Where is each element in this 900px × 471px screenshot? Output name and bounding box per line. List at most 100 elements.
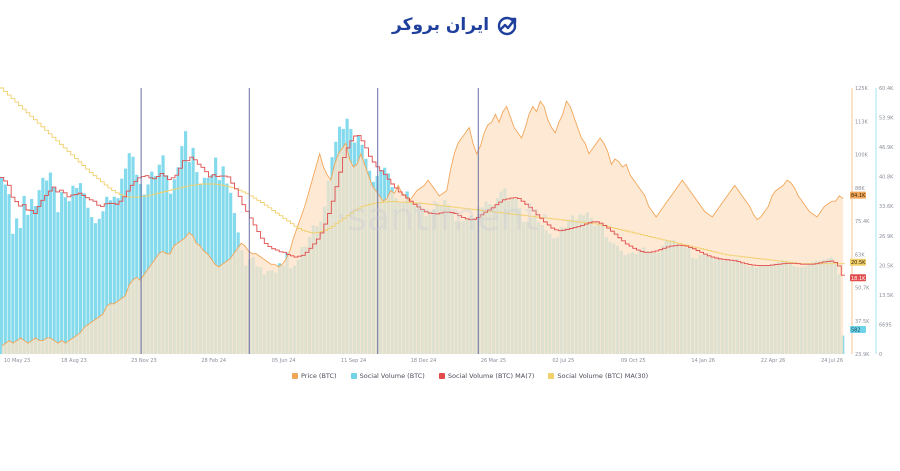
social-volume-bar (82, 193, 86, 354)
price-tick-label: 23.9K (855, 352, 870, 358)
x-tick-label: 23 Nov 23 (131, 358, 157, 364)
social-volume-bar (41, 177, 45, 354)
social-volume-bar (26, 214, 30, 354)
x-tick-label: 05 Jun 24 (272, 358, 296, 364)
volume-tick-label: 46.9K (879, 145, 894, 151)
social-volume-bar (15, 218, 19, 354)
social-volume-bar (116, 198, 120, 354)
social-volume-bar (214, 157, 218, 354)
social-volume-bar (131, 156, 135, 354)
social-volume-bar (67, 201, 71, 354)
social-volume-badge-text: 582 (851, 328, 861, 334)
social-volume-badge-bg (850, 326, 866, 333)
brand-logo: ایران بروکر (392, 10, 521, 40)
social-volume-bar (0, 177, 4, 354)
legend-item-price[interactable]: Price (BTC) (292, 372, 337, 380)
price-tick-label: 75.4K (855, 219, 870, 225)
volume-ma7-line (0, 135, 845, 276)
legend-label-price: Price (BTC) (301, 372, 337, 380)
social-volume-bar (3, 184, 7, 354)
volume-tick-label: 40.8K (879, 175, 894, 181)
social-volume-bar (105, 196, 109, 354)
chart-area: ·santiment· 10 May 23 18 Aug 23 23 Nov 23 2… (0, 86, 894, 364)
price-badge-text: 84.1K (851, 193, 866, 199)
price-area-fill (1, 101, 844, 354)
ma7-badge-text: 18.1K (851, 276, 866, 282)
social-volume-bar (7, 194, 11, 354)
volume-tick-label: 53.9K (879, 116, 894, 122)
x-tick-label: 11 Sep 24 (341, 358, 366, 364)
social-volume-bar (78, 183, 83, 354)
price-tick-label: 113K (855, 119, 869, 125)
x-tick-label: 10 May 23 (4, 358, 30, 364)
social-volume-bar (93, 223, 98, 354)
social-volume-bar (52, 187, 56, 354)
legend-item-ma30[interactable]: Social Volume (BTC) MA(30) (548, 372, 648, 380)
social-volume-bar (112, 196, 116, 354)
social-volume-bar (138, 184, 143, 354)
x-axis-ticks: 10 May 23 18 Aug 23 23 Nov 23 28 Feb 24 05 J… (4, 358, 843, 364)
ma30-badge-text: 20.5K (851, 260, 866, 266)
watermark-text: ·santiment· (335, 195, 551, 239)
price-tick-label: 63K (855, 252, 865, 258)
volume-tick-label: 33.6K (879, 204, 894, 210)
social-volume-bar (63, 197, 67, 354)
social-volume-bar (150, 171, 154, 354)
social-volume-bar (97, 218, 101, 354)
x-tick-label: 18 Aug 23 (61, 358, 87, 364)
social-volume-bar (60, 191, 64, 354)
social-volume-bar (221, 166, 225, 354)
social-volume-bar (101, 211, 105, 354)
x-tick-label: 22 Apr 26 (761, 358, 786, 364)
volume-ma7-path (0, 135, 845, 276)
legend-swatch-social-volume (350, 373, 357, 379)
chart-legend: Price (BTC) Social Volume (BTC) Social V… (292, 372, 648, 380)
x-tick-label: 14 Jan 26 (691, 358, 715, 364)
social-volume-bar (135, 174, 139, 354)
legend-label-ma7: Social Volume (BTC) MA(7) (447, 372, 535, 380)
x-tick-label: 09 Oct 25 (621, 358, 646, 364)
price-tick-label: 37.5K (855, 319, 870, 325)
social-volume-bar (11, 233, 15, 354)
social-volume-bar (86, 207, 90, 354)
social-volume-bar (56, 212, 60, 354)
legend-item-social-volume[interactable]: Social Volume (BTC) (350, 372, 425, 380)
x-tick-label: 24 Jul 26 (821, 358, 843, 364)
legend-swatch-price (292, 373, 298, 379)
social-volume-bar (127, 153, 131, 354)
social-volume-bar (120, 178, 124, 354)
legend-label-social-volume: Social Volume (BTC) (359, 372, 425, 380)
legend-label-ma30: Social Volume (BTC) MA(30) (557, 372, 649, 380)
social-volume-bar (33, 206, 37, 354)
social-volume-bar (108, 200, 113, 354)
ma7-badge-bg (850, 274, 866, 282)
x-tick-label: 18 Dec 24 (411, 358, 437, 364)
social-volume-bar (37, 190, 41, 354)
brand-logo-text: ایران بروکر (392, 15, 490, 35)
trend-arrow-icon (497, 16, 517, 36)
price-area (1, 100, 844, 354)
social-volume-bar (30, 198, 34, 354)
current-value-badges: 84.1K 20.5K 18.1K 582 (850, 191, 866, 334)
volume-tick-label: 0 (879, 352, 882, 358)
social-volume-bar (45, 180, 49, 354)
x-tick-label: 02 Jul 25 (552, 358, 574, 364)
volume-tick-label: 20.5K (879, 263, 894, 269)
x-tick-label: 26 Mar 25 (481, 358, 506, 364)
social-volume-bar (75, 187, 79, 354)
price-tick-label: 100K (855, 153, 869, 159)
social-volume-bar (22, 195, 26, 354)
event-markers (140, 88, 479, 354)
ma30-badge-bg (850, 258, 866, 266)
price-badge-bg (850, 191, 866, 199)
watermark: ·santiment· (335, 195, 551, 239)
x-tick-label: 28 Feb 24 (201, 358, 226, 364)
y-axis-ticks: 23.9K 37.5K 50.7K 63K 75.4K 88K 100K 113K 125K 0 6… (851, 86, 894, 358)
volume-tick-label: 26.9K (879, 234, 894, 240)
volume-tick-label: 6695 (879, 322, 892, 328)
legend-item-ma7[interactable]: Social Volume (BTC) MA(7) (438, 372, 535, 380)
price-line (1, 100, 844, 347)
price-tick-label: 50.7K (855, 286, 870, 292)
social-volume-bar (90, 217, 94, 354)
volume-tick-label: 60.4K (879, 86, 894, 92)
